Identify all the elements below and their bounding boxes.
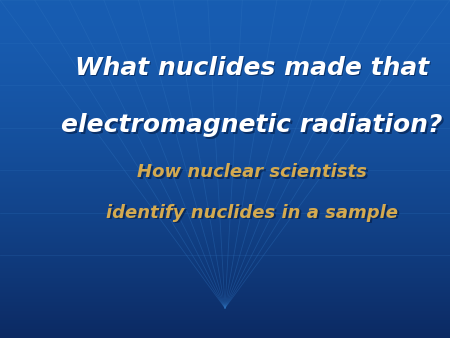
Text: How nuclear scientists: How nuclear scientists — [139, 165, 369, 183]
Text: identify nuclides in a sample: identify nuclides in a sample — [106, 204, 398, 222]
Text: electromagnetic radiation?: electromagnetic radiation? — [61, 113, 443, 137]
Text: What nuclides made that: What nuclides made that — [76, 57, 431, 81]
Text: electromagnetic radiation?: electromagnetic radiation? — [63, 115, 444, 139]
Text: How nuclear scientists: How nuclear scientists — [137, 163, 367, 182]
Text: What nuclides made that: What nuclides made that — [75, 55, 429, 80]
Text: identify nuclides in a sample: identify nuclides in a sample — [108, 206, 400, 223]
